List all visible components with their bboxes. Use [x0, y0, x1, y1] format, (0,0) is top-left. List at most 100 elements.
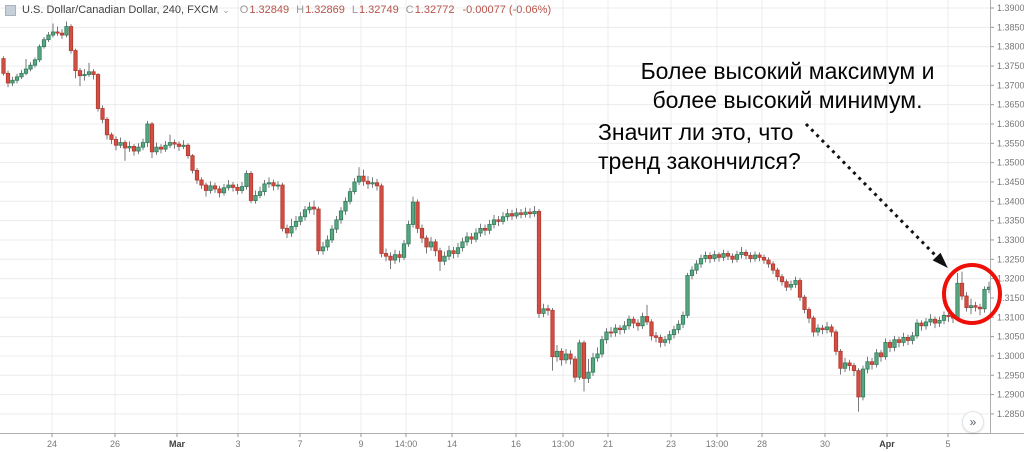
candle-body	[847, 362, 852, 367]
candle-body	[248, 173, 254, 201]
time-tick-label: 21	[603, 439, 613, 449]
candle-body	[217, 188, 222, 194]
candle-body	[545, 308, 551, 311]
time-tick-label: 5	[945, 439, 950, 449]
candle-body	[37, 46, 42, 61]
candle-body	[424, 237, 429, 248]
chevron-down-icon[interactable]: ⌄	[222, 4, 230, 15]
annotation-arrow-head	[932, 252, 948, 268]
candle-body	[487, 224, 492, 231]
drawings-layer	[804, 122, 1002, 325]
candle-body	[41, 39, 47, 48]
annotation-arrow-line	[804, 122, 940, 260]
candle-body	[325, 239, 330, 248]
price-tick-label: 1.38000	[997, 42, 1024, 52]
candle-body	[572, 358, 578, 378]
candle-body	[109, 134, 114, 140]
candle-body	[158, 146, 164, 150]
candle-body	[307, 206, 312, 211]
time-tick-label: 7	[297, 439, 302, 449]
candle-body	[973, 305, 978, 308]
ohlc-value: 1.32849	[249, 4, 290, 16]
candle-body	[194, 169, 200, 181]
candle-body	[473, 232, 479, 240]
candle-body	[298, 216, 303, 222]
ohlc-value: 1.32869	[305, 4, 345, 16]
candle-body	[77, 70, 83, 77]
candle-body	[91, 71, 96, 75]
price-axis[interactable]: 1.39000 1.38500 1.38000 1.37500 1.37000 1.365…	[991, 3, 1024, 419]
candle-body	[235, 186, 240, 191]
candle-body	[302, 209, 308, 218]
candle-body	[176, 143, 182, 147]
price-tick-label: 1.29000	[997, 390, 1024, 400]
candle-body	[680, 314, 686, 325]
candle-body	[379, 185, 384, 254]
candle-body	[581, 342, 587, 379]
symbol-title[interactable]: U.S. Dollar/Canadian Dollar, 240, FXCM	[22, 4, 219, 16]
candle-body	[842, 362, 848, 369]
candle-body	[478, 227, 483, 234]
candle-body	[316, 208, 321, 252]
time-axis[interactable]: 24 26 Mar 3 7 9 14:00 14 16 13:00 21 23 13:00 28 30 Apr…	[47, 433, 951, 449]
candle-body	[527, 211, 533, 215]
candle-body	[883, 342, 888, 358]
time-tick-label: Apr	[879, 439, 895, 449]
candle-body	[955, 282, 960, 319]
price-tick-label: 1.30500	[997, 332, 1024, 342]
candle-body	[392, 254, 398, 261]
candle-body	[712, 254, 717, 259]
candle-body	[46, 34, 51, 41]
candle-body	[604, 331, 609, 341]
grid-layer	[0, 0, 990, 433]
candle-body	[532, 210, 537, 215]
candle-body	[613, 327, 618, 334]
annotation-line: тренд закончился?	[598, 148, 801, 174]
candle-body	[959, 282, 965, 297]
candle-body	[919, 322, 924, 327]
candle-body	[914, 322, 920, 337]
highlight-ellipse	[942, 263, 1002, 325]
annotation-text-higher-high: Более высокий максимум и более высокий ми…	[615, 57, 960, 115]
candle-body	[163, 144, 168, 150]
ohlc-value: 1.32749	[358, 4, 399, 16]
scroll-to-latest-button[interactable]: »	[962, 411, 984, 433]
candle-body	[577, 342, 582, 378]
candle-body	[905, 336, 911, 341]
candle-body	[869, 361, 875, 365]
time-tick-label: 13:00	[706, 439, 729, 449]
price-tick-label: 1.35500	[997, 138, 1024, 148]
price-tick-label: 1.32500	[997, 254, 1024, 264]
candle-body	[284, 227, 290, 234]
candle-body	[437, 250, 443, 262]
candle-body	[550, 309, 555, 358]
provider-logo-icon	[5, 4, 16, 16]
candle-body	[775, 269, 780, 278]
candle-body	[365, 180, 371, 185]
candle-body	[118, 142, 123, 146]
price-tick-label: 1.37000	[997, 80, 1024, 90]
time-tick-label: 14	[447, 439, 457, 449]
candle-body	[5, 72, 11, 84]
candle-body	[10, 79, 15, 84]
price-tick-label: 1.34500	[997, 177, 1024, 187]
candle-body	[86, 71, 92, 75]
candle-body	[32, 59, 38, 66]
candle-body	[599, 339, 605, 355]
time-tick-label: Mar	[169, 439, 186, 449]
candle-body	[631, 318, 636, 324]
price-tick-label: 1.31000	[997, 312, 1024, 322]
candle-body	[833, 331, 839, 352]
candle-body	[68, 26, 74, 51]
candle-body	[824, 326, 830, 331]
price-tick-label: 1.30000	[997, 351, 1024, 361]
candle-body	[185, 144, 191, 157]
candle-body	[586, 371, 591, 379]
chart-legend[interactable]: U.S. Dollar/Canadian Dollar, 240, FXCM ⌄…	[5, 4, 551, 16]
candle-body	[676, 323, 681, 331]
candle-body	[559, 350, 564, 361]
candle-body	[491, 219, 497, 225]
time-tick-label: 30	[820, 439, 830, 449]
